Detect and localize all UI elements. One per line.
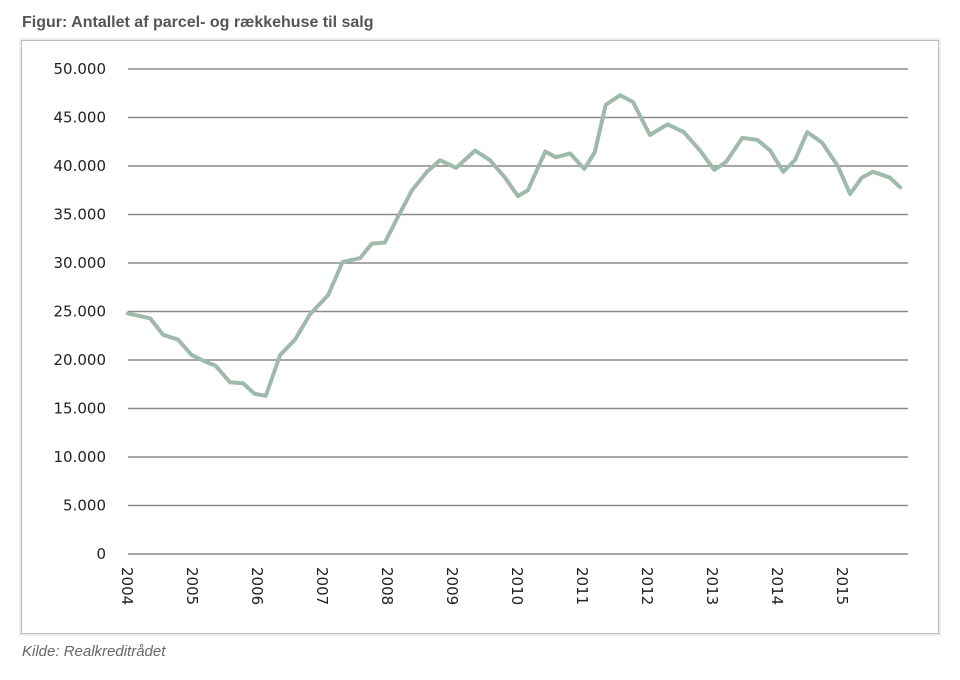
y-tick-label: 5.000 <box>63 497 106 515</box>
x-tick-label: 2005 <box>183 567 201 605</box>
y-tick-label: 50.000 <box>54 60 107 78</box>
chart-title: Figur: Antallet af parcel- og rækkehuse … <box>22 14 374 31</box>
series-line <box>126 93 903 398</box>
x-tick-label: 2004 <box>118 567 136 605</box>
y-tick-label: 30.000 <box>54 254 107 272</box>
y-tick-label: 15.000 <box>54 400 107 418</box>
x-tick-label: 2008 <box>378 567 396 605</box>
y-tick-label: 35.000 <box>54 206 107 224</box>
chart-source: Kilde: Realkreditrådet <box>22 643 166 660</box>
x-tick-label: 2013 <box>703 567 721 605</box>
x-tick-label: 2014 <box>768 567 786 605</box>
x-tick-label: 2009 <box>443 567 461 605</box>
x-tick-label: 2006 <box>248 567 266 605</box>
x-tick-label: 2012 <box>638 567 656 605</box>
chart-frame <box>21 40 939 634</box>
x-tick-label: 2015 <box>833 567 851 605</box>
y-tick-label: 45.000 <box>54 109 107 127</box>
y-tick-label: 10.000 <box>54 448 107 466</box>
y-tick-label: 20.000 <box>54 351 107 369</box>
y-tick-label: 0 <box>96 545 106 563</box>
y-tick-label: 25.000 <box>54 303 107 321</box>
x-tick-label: 2010 <box>508 567 526 605</box>
y-tick-label: 40.000 <box>54 157 107 175</box>
x-tick-label: 2007 <box>313 567 331 605</box>
x-tick-label: 2011 <box>573 567 591 605</box>
